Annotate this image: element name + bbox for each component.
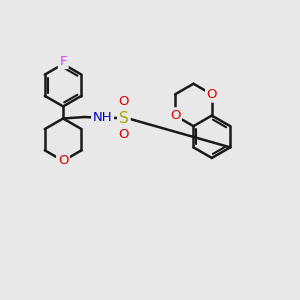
Text: S: S — [119, 111, 129, 126]
Text: O: O — [207, 88, 217, 101]
Text: O: O — [118, 95, 129, 108]
Text: O: O — [58, 154, 68, 167]
Text: O: O — [118, 95, 129, 108]
Text: NH: NH — [93, 111, 112, 124]
Text: O: O — [118, 128, 129, 141]
Text: O: O — [170, 109, 180, 122]
Text: O: O — [207, 88, 217, 101]
Text: O: O — [170, 109, 180, 122]
Text: S: S — [119, 111, 129, 126]
Text: F: F — [59, 55, 67, 68]
Text: F: F — [59, 55, 67, 68]
Text: O: O — [58, 154, 68, 167]
Text: O: O — [118, 128, 129, 141]
Text: NH: NH — [93, 111, 112, 124]
